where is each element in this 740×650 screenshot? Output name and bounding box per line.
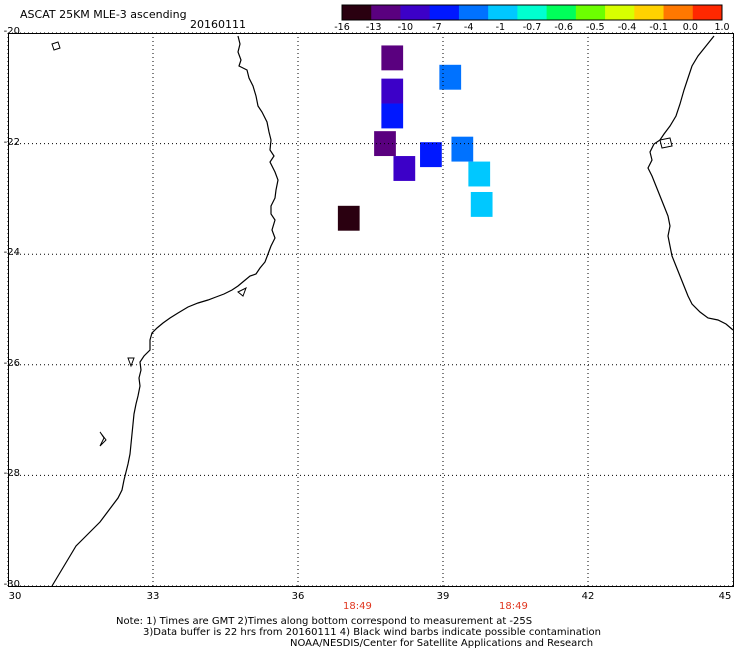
map-date: 20160111 [190, 18, 246, 31]
colorbar-segment [575, 5, 606, 20]
latitude-label: -22 [3, 136, 20, 148]
colorbar-label: -4 [463, 22, 474, 33]
data-cell [451, 136, 474, 162]
note-line-2: 3)Data buffer is 22 hrs from 20160111 4)… [143, 627, 601, 638]
colorbar-label: 0.0 [682, 22, 698, 33]
colorbar-label: -0.7 [522, 22, 542, 33]
note-line-1: Note: 1) Times are GMT 2)Times along bot… [116, 616, 533, 627]
data-cell [468, 161, 491, 187]
colorbar-segment [546, 5, 577, 20]
data-cell [381, 103, 404, 129]
colorbar-segment [400, 5, 431, 20]
colorbar-label: -16 [334, 22, 350, 33]
graticule [7, 32, 734, 587]
coast-inlet [127, 357, 135, 368]
latitude-label: -26 [3, 357, 20, 369]
colorbar-label: -7 [432, 22, 442, 33]
data-cell [381, 78, 404, 104]
longitude-label: 33 [146, 591, 160, 602]
colorbar-frame [341, 4, 723, 21]
pass-time-left: 18:49 [343, 601, 372, 612]
longitude-label: 30 [8, 591, 22, 602]
colorbar-label: -1 [495, 22, 506, 33]
colorbar-label: -0.1 [649, 22, 668, 33]
colorbar-segment [342, 5, 372, 20]
colorbar-segment [517, 5, 548, 20]
colorbar-label: 1.0 [714, 22, 730, 33]
colorbar-segment [488, 5, 518, 20]
longitude-label: 39 [436, 591, 450, 602]
latitude-label: -30 [3, 579, 20, 590]
data-cells [337, 45, 493, 231]
longitude-label: 36 [291, 591, 305, 602]
map-frame [8, 33, 734, 587]
note-line-3: NOAA/NESDIS/Center for Satellite Applica… [290, 638, 594, 649]
coastline-west [51, 35, 279, 587]
data-cell [381, 45, 404, 71]
colorbar-label: -0.6 [554, 22, 573, 33]
longitude-label: 45 [718, 591, 732, 602]
coast-bay [237, 286, 247, 297]
latitude-label: -24 [3, 247, 20, 259]
colorbar-segment [692, 5, 723, 20]
colorbar-segment [458, 5, 489, 20]
pass-time-right: 18:49 [499, 601, 528, 612]
data-cell [393, 156, 416, 181]
coast-island [99, 431, 107, 447]
data-cell [470, 191, 493, 217]
latitude-label: -28 [3, 468, 20, 480]
data-cell [420, 142, 442, 168]
map-title: ASCAT 25KM MLE-3 ascending [20, 8, 187, 21]
colorbar-segment [371, 5, 401, 20]
lake-outline [51, 41, 61, 51]
coast-bay-east [659, 137, 673, 149]
data-cell [337, 205, 360, 231]
colorbar-label: -0.4 [617, 22, 637, 33]
colorbar-label: -13 [365, 22, 382, 33]
colorbar-segment [634, 5, 665, 20]
longitude-label: 42 [581, 591, 595, 602]
colorbar-segment [429, 5, 460, 20]
colorbar-segment [663, 5, 694, 20]
colorbar-label: -10 [397, 22, 414, 33]
colorbar [341, 4, 723, 21]
coastline-east [647, 35, 734, 331]
latitude-label: -20 [3, 26, 20, 37]
colorbar-label: -0.5 [586, 22, 605, 33]
data-cell [439, 64, 462, 90]
colorbar-segment [605, 5, 635, 20]
